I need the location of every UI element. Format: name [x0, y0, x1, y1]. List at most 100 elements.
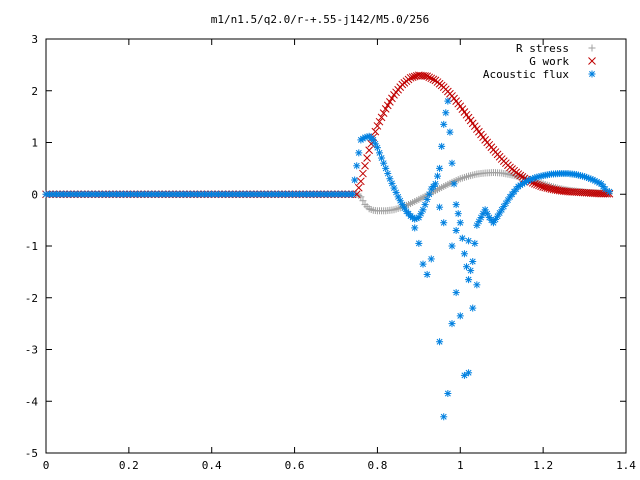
data-point	[440, 120, 448, 128]
x-tick-label: 0.4	[202, 459, 222, 472]
data-point	[386, 98, 394, 106]
data-point	[473, 281, 481, 289]
y-tick-label: -2	[25, 292, 38, 305]
data-point	[353, 162, 361, 170]
data-point	[388, 94, 396, 103]
data-point	[351, 176, 359, 184]
data-point	[427, 255, 435, 263]
data-point	[465, 369, 473, 377]
legend-marker	[588, 70, 596, 78]
data-point	[427, 74, 436, 83]
data-point	[415, 239, 423, 247]
y-tick-label: 3	[31, 33, 38, 46]
data-point	[452, 201, 460, 209]
data-point	[452, 226, 460, 234]
data-point	[436, 338, 444, 346]
data-point	[535, 181, 543, 190]
data-point	[450, 180, 458, 188]
data-point	[456, 312, 464, 320]
data-point	[442, 109, 450, 117]
data-point	[377, 113, 386, 122]
plot-frame	[45, 38, 627, 454]
y-tick-label: 2	[31, 85, 38, 98]
y-tick-label: 1	[31, 137, 38, 150]
data-point	[425, 190, 433, 198]
data-point	[410, 72, 419, 81]
data-point	[359, 197, 367, 205]
data-point	[423, 270, 431, 278]
data-point	[533, 180, 541, 189]
data-point	[431, 180, 439, 188]
data-point	[448, 159, 456, 167]
data-point	[444, 389, 452, 397]
data-point	[434, 172, 441, 180]
y-tick-label: 0	[31, 188, 38, 201]
data-point	[452, 289, 460, 297]
data-point	[379, 109, 388, 117]
data-point	[354, 183, 363, 192]
data-point	[423, 72, 431, 81]
data-point	[349, 190, 357, 198]
data-point	[436, 203, 444, 211]
data-point	[469, 304, 477, 312]
data-point	[448, 320, 456, 328]
data-point	[355, 149, 363, 157]
y-tick-label: -5	[25, 447, 38, 460]
data-point	[408, 73, 417, 82]
data-point	[458, 234, 466, 242]
data-point	[440, 219, 448, 227]
data-point	[465, 276, 473, 284]
data-point	[456, 219, 464, 227]
data-point	[467, 267, 475, 275]
legend-label: Acoustic flux	[483, 68, 569, 81]
data-point	[359, 169, 367, 178]
data-point	[383, 101, 392, 110]
data-point	[357, 177, 365, 186]
data-point	[373, 122, 382, 130]
data-point	[381, 105, 390, 113]
x-tick-label: 0.8	[367, 459, 387, 472]
x-tick-label: 1	[457, 459, 464, 472]
x-tick-label: 0.6	[285, 459, 305, 472]
data-point	[411, 224, 419, 232]
x-tick-label: 1.4	[616, 459, 636, 472]
y-tick-label: -3	[25, 344, 38, 357]
data-point	[421, 72, 429, 80]
data-point	[460, 371, 468, 379]
data-point	[448, 242, 456, 250]
data-point	[425, 73, 434, 82]
data-point	[375, 117, 384, 126]
series-2	[42, 97, 613, 421]
axis-ticks: 0 0.2 0.4 0.6 0.8 1 1.2 1.4 3 2 1 0 -1 -2 -3 -4 -5	[25, 33, 637, 472]
data-point	[465, 237, 473, 245]
data-point	[429, 75, 438, 84]
data-point	[357, 193, 365, 201]
x-tick-label: 0	[43, 459, 50, 472]
data-point	[605, 188, 613, 196]
data-point	[436, 164, 444, 172]
legend-label: R stress	[516, 42, 569, 55]
legend-marker	[588, 44, 596, 52]
y-tick-label: -1	[25, 240, 38, 253]
legend-label: G work	[529, 55, 569, 68]
data-point	[454, 210, 462, 218]
data-point	[537, 182, 545, 191]
data-point	[419, 260, 427, 268]
x-tick-label: 0.2	[119, 459, 139, 472]
data-point	[460, 250, 468, 258]
chart-title: m1/n1.5/q2.0/r-+.55-j142/M5.0/256	[211, 13, 430, 26]
data-point	[365, 146, 373, 155]
data-point	[483, 210, 491, 218]
data-point	[469, 258, 477, 266]
data-point	[406, 73, 415, 82]
data-point	[601, 185, 609, 193]
data-point	[440, 413, 448, 421]
data-point	[371, 127, 380, 136]
series-layer	[42, 71, 614, 421]
data-point	[444, 97, 452, 105]
data-point	[363, 154, 371, 162]
data-point	[361, 161, 369, 170]
y-tick-label: -4	[25, 395, 39, 408]
